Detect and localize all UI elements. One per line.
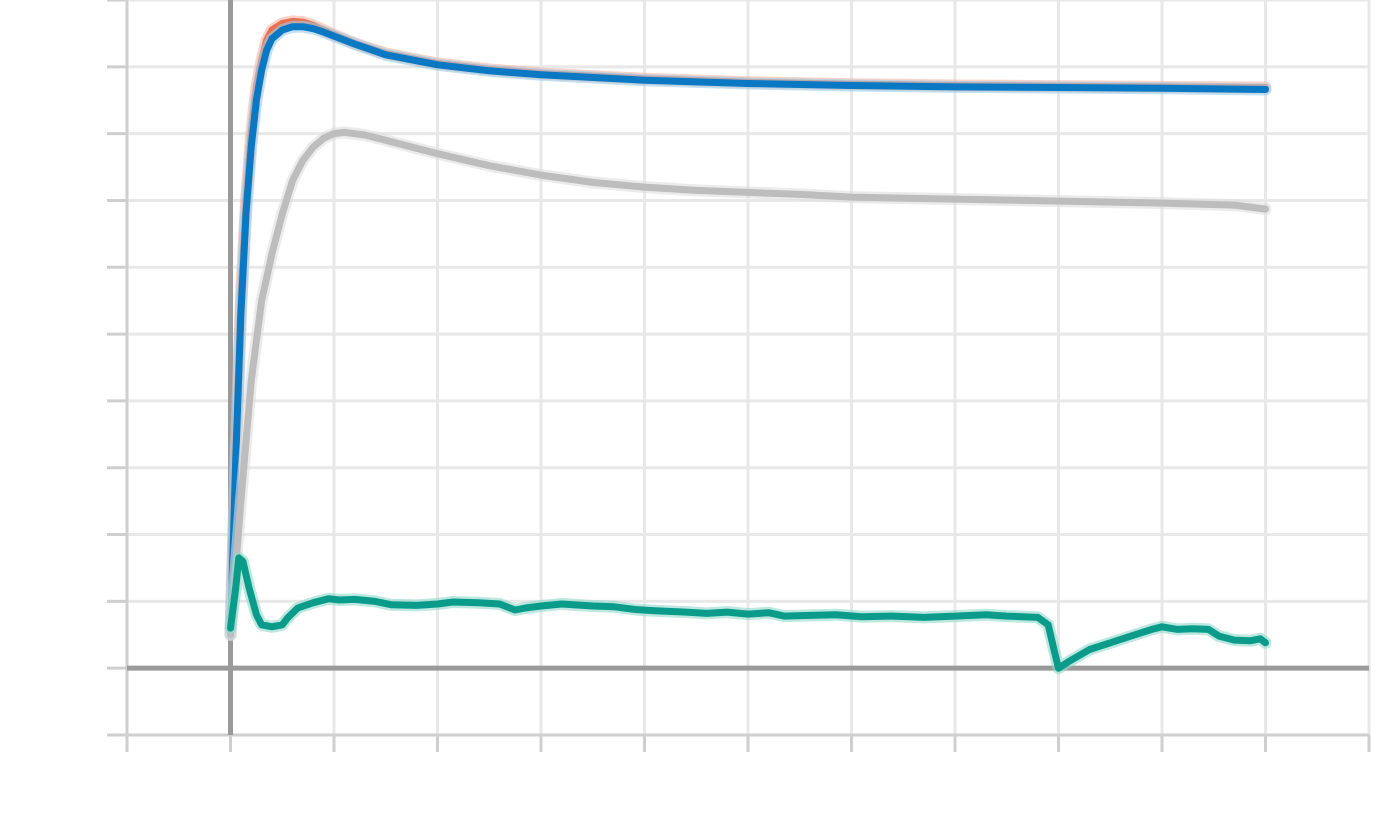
series-lines	[224, 15, 1272, 675]
series-line-3	[227, 128, 1269, 639]
series-line-2	[227, 23, 1269, 639]
series-line-4	[227, 554, 1269, 672]
axes	[107, 0, 1371, 752]
